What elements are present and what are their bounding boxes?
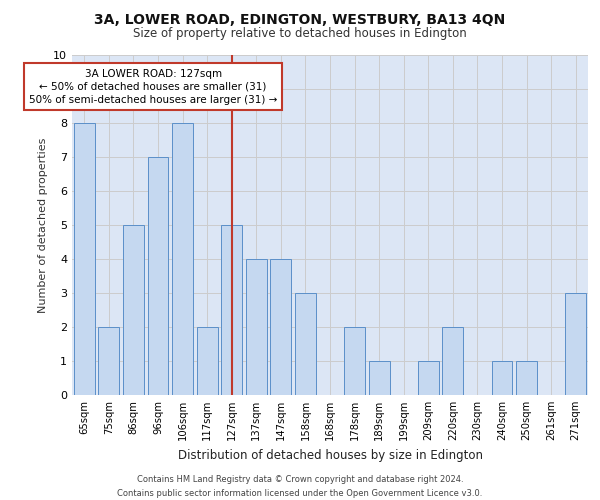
Bar <box>74 123 95 395</box>
Bar <box>148 157 169 395</box>
Text: Contains HM Land Registry data © Crown copyright and database right 2024.
Contai: Contains HM Land Registry data © Crown c… <box>118 476 482 498</box>
Bar <box>271 259 292 395</box>
Text: Size of property relative to detached houses in Edington: Size of property relative to detached ho… <box>133 28 467 40</box>
Bar <box>295 293 316 395</box>
Bar <box>565 293 586 395</box>
Bar <box>516 361 537 395</box>
Bar <box>368 361 389 395</box>
Text: 3A LOWER ROAD: 127sqm
← 50% of detached houses are smaller (31)
50% of semi-deta: 3A LOWER ROAD: 127sqm ← 50% of detached … <box>29 68 277 105</box>
Text: 3A, LOWER ROAD, EDINGTON, WESTBURY, BA13 4QN: 3A, LOWER ROAD, EDINGTON, WESTBURY, BA13… <box>94 12 506 26</box>
Bar <box>197 327 218 395</box>
X-axis label: Distribution of detached houses by size in Edington: Distribution of detached houses by size … <box>178 448 482 462</box>
Bar <box>98 327 119 395</box>
Y-axis label: Number of detached properties: Number of detached properties <box>38 138 47 312</box>
Bar <box>123 225 144 395</box>
Bar <box>491 361 512 395</box>
Bar <box>246 259 267 395</box>
Bar <box>442 327 463 395</box>
Bar <box>221 225 242 395</box>
Bar <box>418 361 439 395</box>
Bar <box>344 327 365 395</box>
Bar <box>172 123 193 395</box>
